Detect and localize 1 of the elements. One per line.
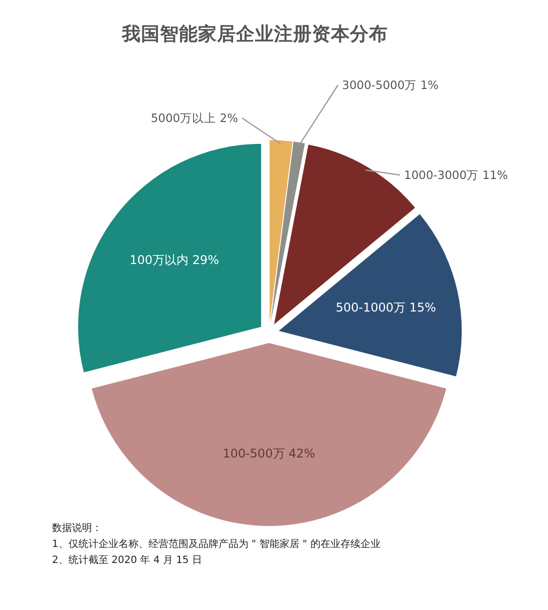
title: 我国智能家居企业注册资本分布 [122, 24, 388, 45]
